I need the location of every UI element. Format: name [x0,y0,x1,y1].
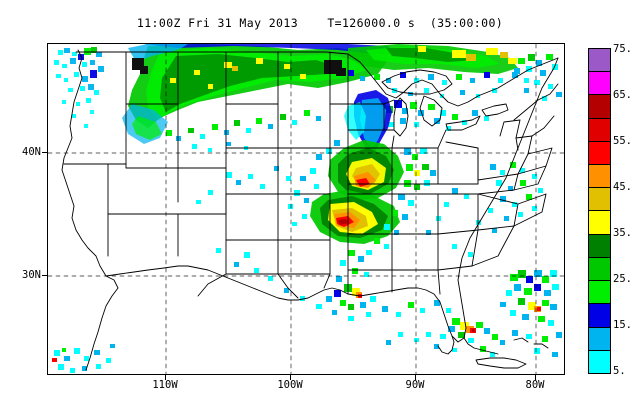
map-outlines [48,44,564,374]
colorbar-segment-30-35 [589,234,610,258]
colorbar-label-35: 35. [613,227,632,239]
x-tick-90w [415,375,416,380]
colorbar-segment-60-65 [589,95,610,119]
colorbar-label-55: 55. [613,135,632,147]
reflectivity-field [52,44,562,373]
colorbar-segment-65-70 [589,72,610,96]
colorbar-segment-55-60 [589,118,610,142]
page-title: 11:00Z Fri 31 May 2013 T=126000.0 s (35:… [136,16,504,30]
colorbar-label-5: 5. [613,365,626,377]
y-axis-label-30n: 30N [22,269,41,281]
x-tick-100w [290,375,291,380]
reflectivity-colorbar [588,48,611,374]
x-axis-label-80w: 80W [525,379,545,391]
map-canvas [48,44,564,374]
x-axis-label-110w: 110W [152,379,178,391]
x-tick-80w [535,375,536,380]
y-tick-40n [42,152,47,153]
x-tick-110w [165,375,166,380]
colorbar-segment-50-55 [589,141,610,166]
colorbar-segment-45-50 [589,165,610,189]
colorbar-label-45: 45. [613,181,632,193]
map-plot-area [47,43,565,375]
colorbar-label-15: 15. [613,319,632,331]
colorbar-label-65: 65. [613,89,632,101]
colorbar-label-25: 25. [613,273,632,285]
colorbar-segment-40-45 [589,188,610,212]
colorbar-segment-20-25 [589,281,610,305]
x-axis-label-90w: 90W [405,379,425,391]
colorbar-label-75: 75. [613,43,632,55]
colorbar-segment-25-30 [589,257,610,282]
colorbar-segment-15-20 [589,304,610,328]
y-axis-label-40n: 40N [22,146,41,158]
x-axis-label-100w: 100W [277,379,303,391]
colorbar-segment-35-40 [589,211,610,235]
y-tick-30n [42,275,47,276]
colorbar-segment-10-15 [589,327,610,351]
colorbar-segment-70-75 [589,48,610,73]
colorbar-segment-05-10 [589,350,610,373]
